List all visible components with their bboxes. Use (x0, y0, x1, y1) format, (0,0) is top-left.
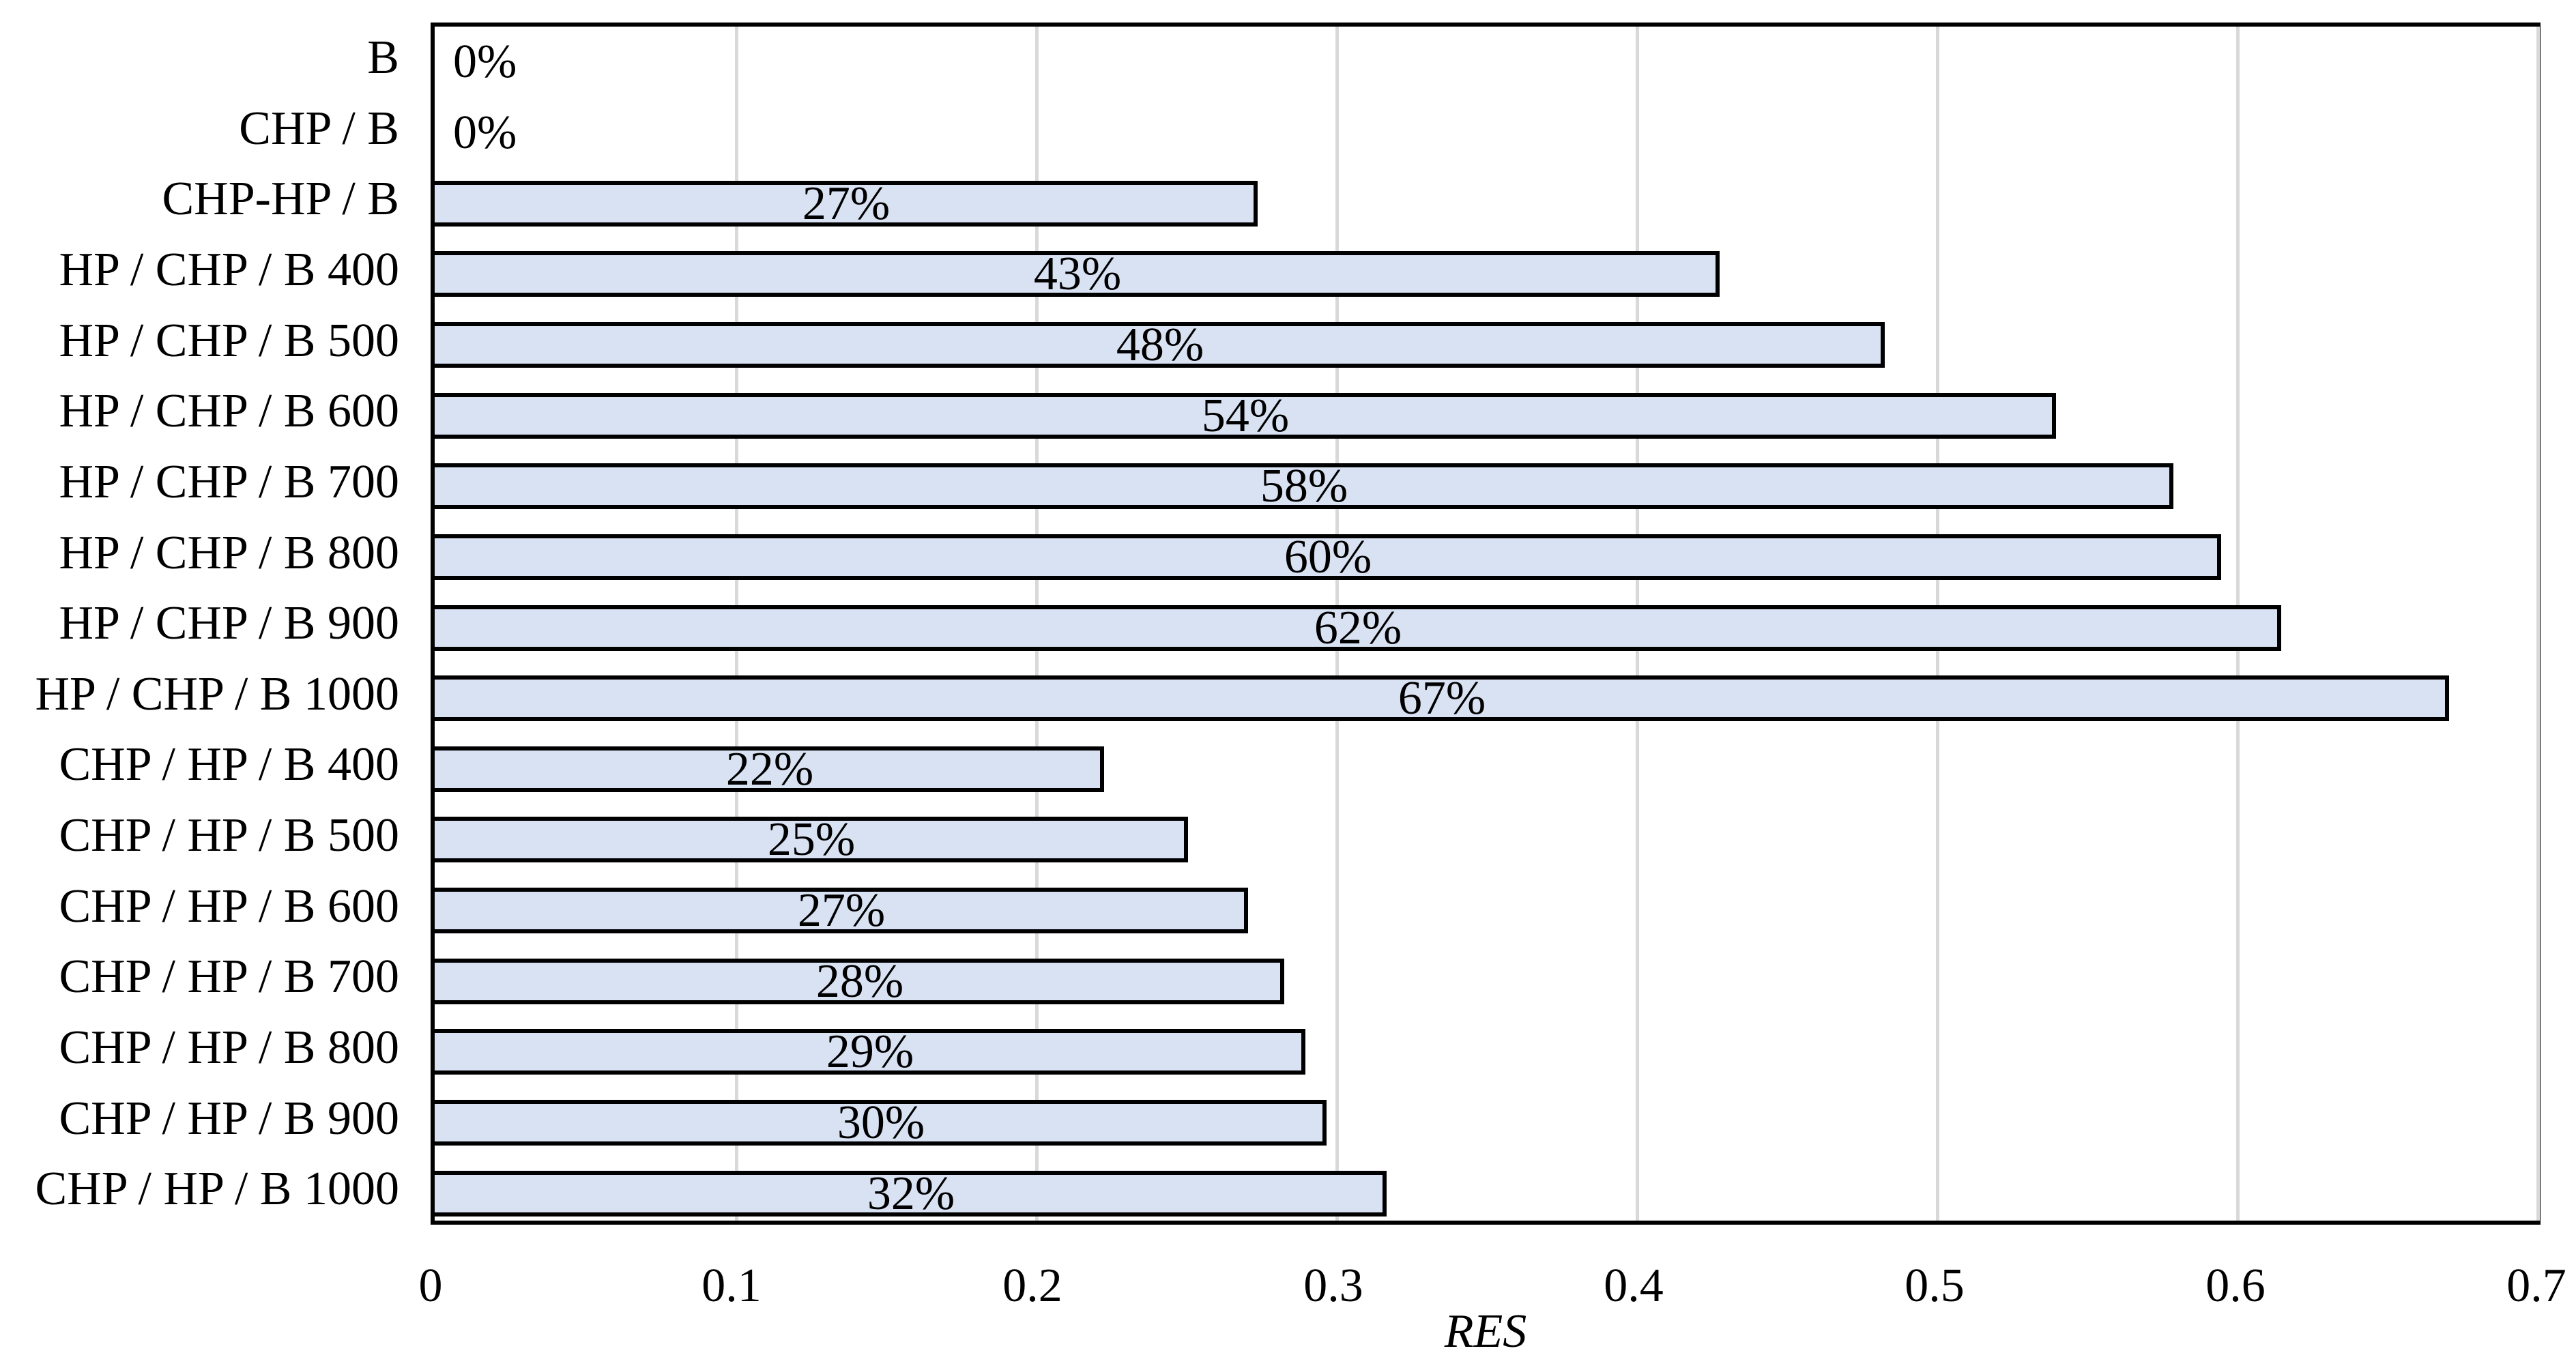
bar-value-label: 29% (826, 1025, 914, 1078)
bar (431, 393, 2056, 439)
bar-value-label: 27% (802, 177, 891, 230)
bar-value-label: 43% (1033, 248, 1122, 300)
bar-value-label: 25% (767, 813, 856, 866)
x-tick-label: 0.7 (2506, 1259, 2566, 1312)
bar (431, 181, 1258, 227)
category-label: CHP-HP / B (162, 173, 399, 225)
bar-value-label: 27% (797, 884, 886, 937)
bar (431, 534, 2221, 580)
bar (431, 888, 1248, 933)
plot-area: 0% 0% 27% 43% 48% 54% 58% 60% 62% 67% 22% 25% 27% 28%… (431, 23, 2541, 1225)
x-tick-label: 0.2 (1002, 1259, 1062, 1312)
category-label: CHP / HP / B 500 (59, 809, 399, 862)
bar-value-label: 58% (1260, 460, 1348, 512)
bar (431, 463, 2173, 509)
category-label: CHP / HP / B 700 (59, 950, 399, 1003)
category-label: HP / CHP / B 800 (59, 527, 399, 579)
x-tick-label: 0 (418, 1259, 443, 1312)
x-tick-label: 0.4 (1604, 1259, 1664, 1312)
bar (431, 746, 1104, 792)
bar-value-label: 0% (453, 35, 517, 88)
bar (431, 817, 1188, 862)
bar (431, 605, 2281, 651)
gridline (2536, 27, 2540, 1221)
category-label: HP / CHP / B 600 (59, 385, 399, 437)
bar-value-label: 48% (1116, 319, 1204, 371)
bar-value-label: 62% (1314, 602, 1402, 654)
category-label: HP / CHP / B 500 (59, 315, 399, 367)
category-label: HP / CHP / B 400 (59, 244, 399, 296)
bar-value-label: 67% (1398, 672, 1486, 725)
category-label: HP / CHP / B 700 (59, 456, 399, 508)
bar-value-label: 32% (867, 1167, 955, 1220)
bar (431, 322, 1885, 368)
bar (431, 1100, 1327, 1146)
bar (431, 251, 1720, 297)
x-tick-label: 0.3 (1303, 1259, 1363, 1312)
x-axis-title: RES (1444, 1305, 1527, 1355)
bar-value-label: 54% (1201, 390, 1290, 442)
category-label: CHP / HP / B 1000 (35, 1163, 399, 1215)
category-label: HP / CHP / B 900 (59, 597, 399, 650)
category-label: CHP / HP / B 800 (59, 1021, 399, 1074)
bar-value-label: 60% (1284, 531, 1372, 583)
category-label: CHP / HP / B 900 (59, 1092, 399, 1145)
category-label: CHP / HP / B 400 (59, 738, 399, 791)
bar-value-label: 30% (837, 1096, 925, 1149)
x-tick-label: 0.1 (701, 1259, 762, 1312)
category-label: CHP / HP / B 600 (59, 880, 399, 933)
x-tick-label: 0.6 (2205, 1259, 2266, 1312)
bar (431, 675, 2449, 721)
bar-value-label: 28% (815, 955, 904, 1008)
category-label: B (367, 31, 399, 84)
bar (431, 1029, 1305, 1075)
category-label: HP / CHP / B 1000 (35, 668, 399, 720)
bar-value-label: 22% (725, 743, 814, 796)
bar (431, 959, 1284, 1004)
bar (431, 1171, 1387, 1216)
bar-value-label: 0% (453, 106, 517, 159)
x-tick-label: 0.5 (1905, 1259, 1965, 1312)
category-label: CHP / B (239, 102, 399, 155)
